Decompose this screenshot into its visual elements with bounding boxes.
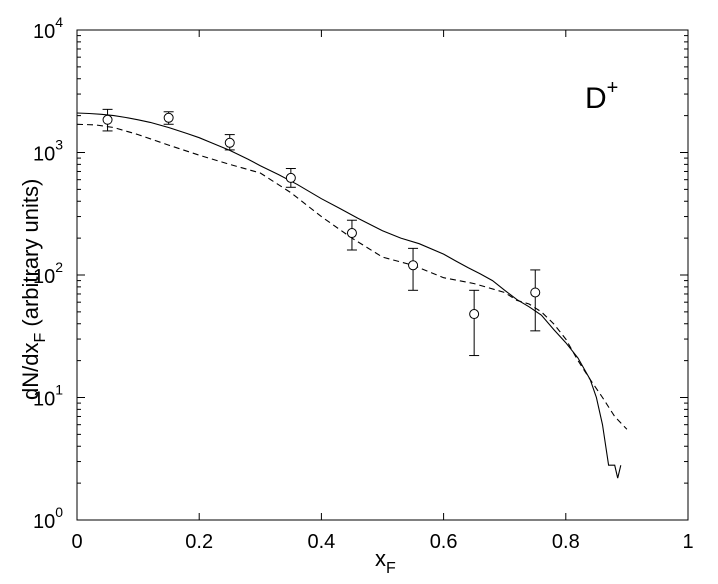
y-tick-label: 101 — [33, 382, 63, 411]
y-tick-label: 103 — [33, 137, 63, 166]
x-tick-label: 1 — [682, 531, 693, 553]
x-tick-label: 0.2 — [185, 531, 213, 553]
x-tick-label: 0.4 — [307, 531, 335, 553]
solid-series-line — [76, 112, 622, 479]
x-tick-label: 0.8 — [552, 531, 580, 553]
y-tick-label: 104 — [33, 14, 63, 43]
data-point-marker — [469, 309, 480, 320]
data-point-marker — [530, 287, 541, 298]
series-layer — [76, 112, 628, 479]
y-axis-label: dN/dxF (arbitrary units) — [18, 179, 49, 400]
data-point-marker — [102, 114, 113, 125]
particle-annotation-sup: + — [607, 77, 619, 99]
data-point-marker — [408, 260, 419, 271]
y-tick-label: 100 — [33, 504, 63, 533]
x-axis-label-sub: F — [386, 560, 396, 577]
particle-annotation: D+ — [585, 77, 618, 115]
data-points-layer — [102, 108, 541, 357]
dashed-series-line — [76, 123, 628, 430]
y-tick-label: 102 — [33, 259, 63, 288]
x-axis-label: xF — [375, 546, 396, 577]
data-point-marker — [285, 172, 296, 183]
y-axis-label-suffix: (arbitrary units) — [18, 179, 43, 333]
x-tick-label: 0.6 — [430, 531, 458, 553]
data-point-marker — [163, 112, 174, 123]
data-point-marker — [224, 137, 235, 148]
y-axis-label-sub: F — [32, 333, 49, 343]
y-axis-ticks: 100 101 102 103 104 — [33, 14, 688, 533]
data-point-marker — [346, 228, 357, 239]
x-tick-label: 0 — [71, 531, 82, 553]
x-axis-ticks: 0 0.2 0.4 0.6 0.8 1 — [71, 30, 694, 553]
